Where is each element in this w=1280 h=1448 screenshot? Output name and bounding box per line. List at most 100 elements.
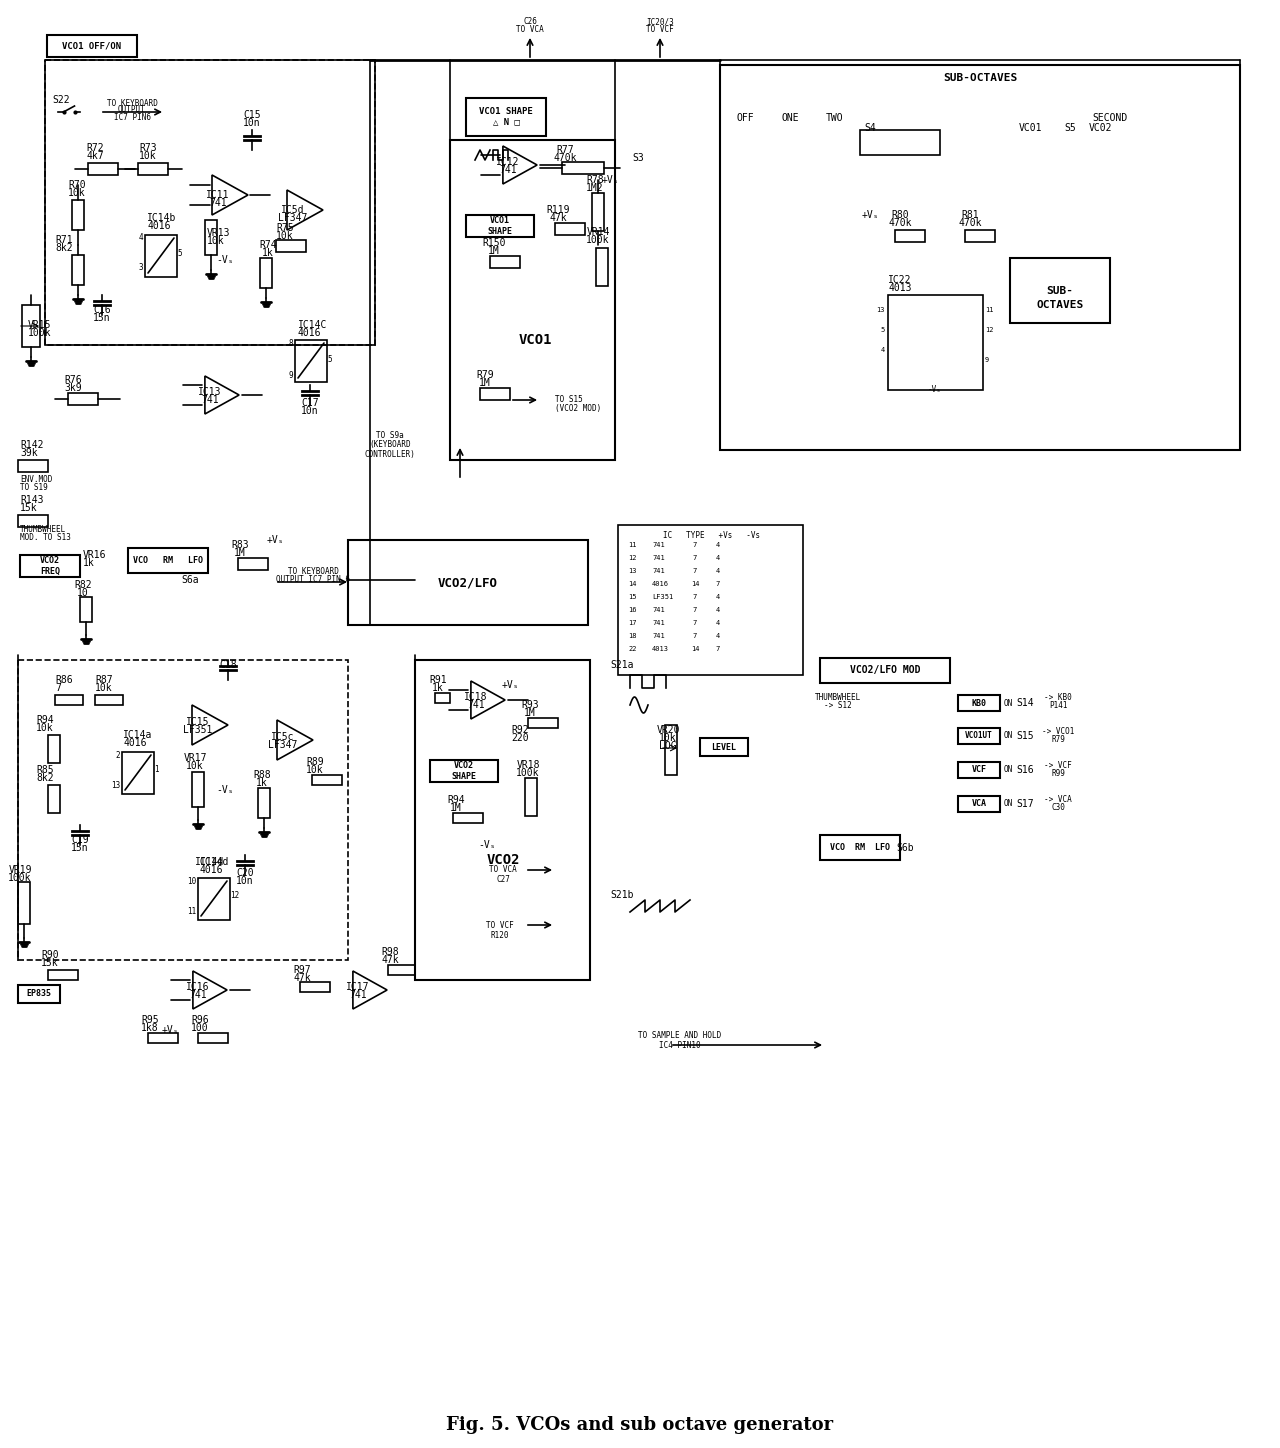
Text: 4: 4 bbox=[716, 594, 721, 599]
Text: SECOND: SECOND bbox=[1092, 113, 1128, 123]
Text: 741: 741 bbox=[652, 607, 664, 613]
Text: 4: 4 bbox=[716, 568, 721, 573]
Text: 10: 10 bbox=[187, 876, 196, 886]
Text: IC12: IC12 bbox=[497, 156, 520, 167]
Text: R91: R91 bbox=[429, 675, 447, 685]
Text: SUB-: SUB- bbox=[1047, 287, 1074, 295]
Text: R97: R97 bbox=[293, 964, 311, 975]
Text: R72: R72 bbox=[86, 143, 104, 153]
Text: 7: 7 bbox=[716, 581, 721, 586]
Text: 100: 100 bbox=[191, 1022, 209, 1032]
Text: VCO1: VCO1 bbox=[518, 333, 552, 348]
Text: VCO   RM   LFO: VCO RM LFO bbox=[133, 556, 204, 565]
Bar bbox=[72, 255, 84, 285]
Text: 10n: 10n bbox=[243, 117, 261, 127]
Text: 13: 13 bbox=[111, 780, 120, 789]
Text: R86: R86 bbox=[55, 675, 73, 685]
Text: R81: R81 bbox=[961, 210, 979, 220]
Text: Fig. 5. VCOs and sub octave generator: Fig. 5. VCOs and sub octave generator bbox=[447, 1416, 833, 1434]
Text: ON: ON bbox=[1004, 698, 1012, 708]
Bar bbox=[666, 725, 677, 775]
Text: 15: 15 bbox=[628, 594, 636, 599]
Text: 741: 741 bbox=[652, 620, 664, 626]
Text: IC7 PIN6: IC7 PIN6 bbox=[114, 113, 151, 122]
Text: LEVEL: LEVEL bbox=[712, 743, 736, 752]
Text: +Vₛ: +Vₛ bbox=[861, 210, 879, 220]
Text: VR16: VR16 bbox=[83, 550, 106, 560]
Text: (KEYBOARD: (KEYBOARD bbox=[369, 440, 411, 449]
Text: S4: S4 bbox=[864, 123, 876, 133]
Text: 741: 741 bbox=[652, 555, 664, 560]
Text: -> S12: -> S12 bbox=[824, 701, 852, 711]
Text: 15k: 15k bbox=[20, 502, 37, 513]
Text: 7: 7 bbox=[692, 555, 698, 560]
Text: 8: 8 bbox=[288, 339, 293, 348]
Text: R82: R82 bbox=[74, 581, 92, 589]
Text: 470k: 470k bbox=[553, 153, 577, 164]
Text: 8k2: 8k2 bbox=[55, 243, 73, 253]
Bar bbox=[415, 660, 590, 980]
Bar bbox=[259, 788, 270, 818]
Text: 10k: 10k bbox=[306, 765, 324, 775]
Polygon shape bbox=[353, 972, 387, 1009]
Text: LF351: LF351 bbox=[652, 594, 673, 599]
Text: 100k: 100k bbox=[586, 235, 609, 245]
Text: 220: 220 bbox=[511, 733, 529, 743]
Text: 13: 13 bbox=[628, 568, 636, 573]
Text: S16: S16 bbox=[1016, 765, 1034, 775]
Text: KB0: KB0 bbox=[972, 698, 987, 708]
Bar bbox=[49, 736, 60, 763]
Text: S3: S3 bbox=[632, 153, 644, 164]
Text: S6b: S6b bbox=[896, 843, 914, 853]
Text: S14: S14 bbox=[1016, 698, 1034, 708]
Text: 1M: 1M bbox=[451, 804, 462, 812]
Text: R143: R143 bbox=[20, 495, 44, 505]
Bar bbox=[388, 964, 419, 975]
Bar bbox=[68, 392, 99, 405]
Text: 1k8: 1k8 bbox=[141, 1022, 159, 1032]
Text: R94: R94 bbox=[447, 795, 465, 805]
Text: C30: C30 bbox=[1051, 802, 1065, 811]
Text: R89: R89 bbox=[306, 757, 324, 767]
Text: VC02: VC02 bbox=[1088, 123, 1112, 133]
Text: 9: 9 bbox=[986, 358, 989, 363]
Bar bbox=[198, 1032, 228, 1043]
Text: 7: 7 bbox=[692, 594, 698, 599]
Text: -> VCO1: -> VCO1 bbox=[1042, 727, 1074, 736]
Bar bbox=[719, 65, 1240, 450]
Bar bbox=[145, 235, 177, 277]
Text: 10n: 10n bbox=[301, 405, 319, 416]
Bar bbox=[820, 657, 950, 683]
Bar bbox=[88, 164, 118, 175]
Bar bbox=[490, 256, 520, 268]
Bar bbox=[312, 775, 342, 785]
Text: C20: C20 bbox=[237, 867, 253, 877]
Text: 470k: 470k bbox=[959, 219, 982, 227]
Text: S22: S22 bbox=[52, 96, 69, 106]
Text: 7: 7 bbox=[55, 683, 61, 694]
Text: 12: 12 bbox=[628, 555, 636, 560]
Text: TO S9a: TO S9a bbox=[376, 430, 404, 440]
Text: 741: 741 bbox=[349, 990, 367, 1001]
Text: 4: 4 bbox=[716, 542, 721, 547]
Text: IC14d: IC14d bbox=[196, 857, 225, 867]
Bar bbox=[276, 240, 306, 252]
Text: 4016: 4016 bbox=[123, 738, 146, 749]
Text: 4: 4 bbox=[716, 607, 721, 613]
Text: OUTPUT IC7 PIN 6: OUTPUT IC7 PIN 6 bbox=[276, 575, 349, 585]
Text: R85: R85 bbox=[36, 765, 54, 775]
Text: MOD. TO S13: MOD. TO S13 bbox=[20, 533, 70, 543]
Polygon shape bbox=[276, 720, 314, 760]
Text: IC22: IC22 bbox=[888, 275, 911, 285]
Text: THUMBWHEEL: THUMBWHEEL bbox=[815, 694, 861, 702]
Bar bbox=[957, 762, 1000, 778]
Text: C26: C26 bbox=[524, 17, 536, 26]
Text: 15n: 15n bbox=[93, 313, 111, 323]
Text: S17: S17 bbox=[1016, 799, 1034, 809]
Text: 1M: 1M bbox=[234, 547, 246, 557]
Text: R79: R79 bbox=[476, 371, 494, 379]
Polygon shape bbox=[471, 681, 506, 720]
Bar bbox=[49, 785, 60, 812]
Text: R96: R96 bbox=[191, 1015, 209, 1025]
Bar bbox=[18, 660, 348, 960]
